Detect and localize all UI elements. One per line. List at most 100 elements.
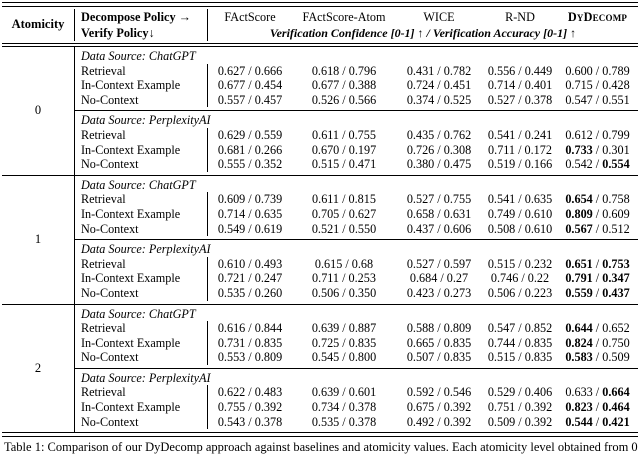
policy-label: In-Context Example: [75, 271, 208, 286]
confidence-value: 0.567: [565, 221, 593, 236]
table-row: No-Context 0.535 / 0.260 0.506 / 0.350 0.42…: [75, 285, 638, 301]
accuracy-value: 0.392: [254, 400, 283, 415]
accuracy-value: 0.610: [524, 221, 553, 236]
metric-cell: 0.541 / 0.635: [487, 192, 553, 207]
accuracy-value: 0.782: [443, 63, 472, 78]
metric-cell: 0.677 / 0.454: [217, 78, 283, 93]
accuracy-value: 0.755: [443, 192, 472, 207]
accuracy-value: 0.762: [443, 127, 472, 142]
accuracy-value: 0.844: [254, 321, 283, 336]
metric-cell: 0.618 / 0.796: [311, 63, 377, 78]
confidence-value: 0.435: [406, 127, 435, 142]
confidence-value: 0.715: [565, 78, 593, 93]
confidence-value: 0.541: [487, 127, 516, 142]
accuracy-value: 0.352: [254, 157, 283, 172]
confidence-value: 0.508: [487, 221, 516, 236]
accuracy-value: 0.266: [254, 142, 283, 157]
accuracy-value: 0.378: [348, 400, 377, 415]
metric-cell: 0.731 / 0.835: [217, 335, 283, 350]
metric-cell: 0.610 / 0.493: [217, 256, 283, 271]
accuracy-value: 0.799: [602, 127, 630, 142]
table-caption: Table 1: Comparison of our DyDecomp appr…: [4, 440, 638, 454]
policy-label: No-Context: [75, 92, 208, 108]
policy-label: In-Context Example: [75, 400, 208, 415]
accuracy-value: 0.509: [602, 350, 630, 365]
metric-cell: 0.612 / 0.799: [565, 127, 630, 142]
metric-cell: 0.592 / 0.546: [406, 385, 472, 400]
table-row: No-Context 0.555 / 0.352 0.515 / 0.471 0.38…: [75, 157, 638, 172]
confidence-value: 0.515: [311, 157, 340, 172]
confidence-value: 0.544: [565, 414, 593, 429]
atomicity-group-body: Data Source: ChatGPT Retrieval 0.627 / 0.6…: [75, 47, 638, 175]
confidence-value: 0.654: [565, 192, 593, 207]
metric-cell: 0.526 / 0.566: [311, 92, 377, 107]
confidence-value: 0.529: [487, 385, 516, 400]
accuracy-value: 0.606: [443, 221, 472, 236]
confidence-value: 0.526: [311, 92, 340, 107]
metric-cell: 0.553 / 0.809: [217, 350, 283, 365]
accuracy-value: 0.301: [602, 142, 630, 157]
metric-cell: 0.726 / 0.308: [406, 142, 472, 157]
confidence-value: 0.633: [565, 385, 593, 400]
accuracy-value: 0.852: [524, 321, 553, 336]
accuracy-value: 0.247: [254, 271, 283, 286]
metric-cell: 0.665 / 0.835: [406, 335, 472, 350]
policy-label: No-Context: [75, 350, 208, 365]
accuracy-value: 0.392: [443, 414, 472, 429]
method-factscore-atom: FActScore-Atom: [302, 9, 386, 24]
accuracy-value: 0.166: [524, 157, 553, 172]
policy-label: Retrieval: [75, 256, 208, 272]
confidence-value: 0.644: [565, 321, 593, 336]
accuracy-value: 0.619: [254, 221, 283, 236]
accuracy-value: 0.464: [602, 400, 630, 415]
accuracy-value: 0.610: [524, 206, 553, 221]
confidence-value: 0.515: [487, 256, 516, 271]
bottom-rule: [2, 432, 638, 437]
table-row: No-Context 0.553 / 0.809 0.545 / 0.800 0.50…: [75, 350, 638, 365]
metric-cell: 0.824 / 0.750: [565, 335, 630, 350]
accuracy-value: 0.449: [524, 63, 553, 78]
accuracy-value: 0.887: [348, 321, 377, 336]
data-source-label: Data Source: PerplexityAI: [81, 113, 211, 128]
accuracy-value: 0.454: [254, 78, 283, 93]
confidence-value: 0.675: [406, 400, 435, 415]
metric-cell: 0.506 / 0.223: [487, 285, 553, 300]
metric-cell: 0.791 / 0.347: [565, 271, 630, 286]
policy-label: No-Context: [75, 157, 208, 172]
accuracy-value: 0.835: [443, 350, 472, 365]
accuracy-value: 0.546: [443, 385, 472, 400]
metric-cell: 0.611 / 0.755: [312, 127, 376, 142]
accuracy-value: 0.559: [254, 127, 283, 142]
metric-cell: 0.431 / 0.782: [406, 63, 472, 78]
accuracy-value: 0.601: [348, 385, 377, 400]
metric-cell: 0.515 / 0.835: [487, 350, 553, 365]
accuracy-value: 0.627: [348, 206, 377, 221]
metric-subheader: Verification Confidence [0-1] ↑ / Verifi…: [269, 25, 577, 40]
accuracy-value: 0.421: [602, 414, 630, 429]
top-rule: [2, 2, 638, 7]
metric-cell: 0.527 / 0.755: [406, 192, 472, 207]
data-source-label: Data Source: PerplexityAI: [81, 370, 211, 385]
accuracy-value: 0.172: [524, 142, 552, 157]
accuracy-value: 0.253: [348, 271, 376, 286]
metric-cell: 0.725 / 0.835: [311, 335, 377, 350]
metric-cell: 0.615 / 0.68: [314, 256, 374, 271]
accuracy-value: 0.451: [443, 78, 472, 93]
table-body: 0 Data Source: ChatGPT Retrieval 0.627 / 0.…: [2, 47, 638, 433]
accuracy-value: 0.401: [524, 78, 553, 93]
accuracy-value: 0.350: [348, 285, 377, 300]
accuracy-value: 0.566: [348, 92, 377, 107]
confidence-value: 0.726: [406, 142, 435, 157]
accuracy-value: 0.428: [602, 78, 630, 93]
metric-cell: 0.622 / 0.483: [217, 385, 283, 400]
policy-label: In-Context Example: [75, 206, 208, 222]
table-row: In-Context Example 0.681 / 0.266 0.670 / 0…: [75, 142, 638, 158]
policy-header: Decompose Policy → Verify Policy↓: [75, 8, 208, 41]
confidence-value: 0.509: [487, 414, 516, 429]
confidence-value: 0.588: [406, 321, 435, 336]
policy-label: Retrieval: [75, 63, 208, 79]
accuracy-value: 0.789: [602, 63, 630, 78]
confidence-value: 0.611: [312, 127, 340, 142]
accuracy-value: 0.835: [524, 335, 553, 350]
confidence-value: 0.684: [409, 271, 438, 286]
